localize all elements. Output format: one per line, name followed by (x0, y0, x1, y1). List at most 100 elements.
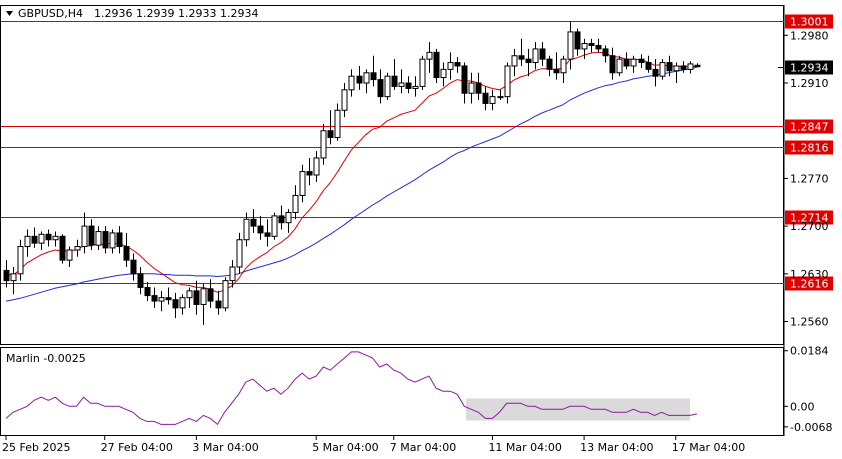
candle (45, 229, 52, 247)
candle (320, 123, 327, 165)
candle-body (278, 215, 285, 224)
candle (243, 212, 250, 247)
oscillator-tick-label: 0.00 (790, 400, 815, 413)
candle-body (623, 58, 630, 67)
candle-body (567, 31, 574, 60)
levels-layer: 1.3001 1.2847 1.2816 1.2714 1.2616 (1, 14, 833, 291)
candle (193, 280, 200, 315)
candle (66, 246, 73, 267)
candle-body (116, 232, 123, 248)
candle (616, 55, 623, 77)
oscillator-shade-layer (466, 398, 690, 421)
price-tick-label: 1.2980 (790, 29, 829, 42)
candle (207, 279, 214, 308)
price-panel-frame (0, 5, 784, 345)
candle-body (215, 300, 222, 309)
level-price-box (785, 140, 833, 155)
candle (518, 38, 525, 66)
candle (419, 55, 426, 90)
candle-body (659, 62, 666, 77)
candle-body (497, 96, 504, 99)
candle-body (236, 239, 243, 268)
candle (165, 287, 172, 305)
candle-body (222, 280, 229, 309)
candle (172, 292, 179, 319)
candle-body (313, 157, 320, 176)
candle-body (370, 72, 377, 81)
candle-body (151, 295, 158, 302)
indicator-panel-frame (0, 347, 784, 436)
time-tick-label: 11 Mar 04:00 (488, 441, 561, 454)
candle-body (341, 89, 348, 111)
level-price-box (785, 210, 833, 225)
candle-body (95, 231, 102, 246)
candle-body (200, 288, 207, 305)
candle-body (377, 79, 384, 98)
price-tick-label: 1.2560 (790, 316, 829, 329)
candle (200, 284, 207, 325)
level-price-box (785, 119, 833, 134)
candle-body (45, 233, 52, 241)
candle (24, 229, 31, 257)
candle-body (532, 48, 539, 64)
candle-body (489, 96, 496, 104)
candle-body (52, 235, 59, 241)
candle-body (384, 75, 391, 98)
candle-body (581, 42, 588, 50)
candle-body (299, 171, 306, 196)
candle (88, 219, 95, 250)
current-price-label: 1.2934 (790, 62, 829, 75)
candle (10, 266, 17, 295)
candle-body (186, 290, 193, 299)
candle (158, 290, 165, 312)
candle-body (10, 273, 17, 282)
candle (123, 232, 130, 267)
candle (306, 157, 313, 186)
candle-body (130, 259, 137, 275)
candle-body (398, 82, 405, 87)
time-tick-label: 3 Mar 04:00 (192, 441, 258, 454)
level-price-label: 1.2714 (790, 212, 829, 225)
current-price-box (785, 60, 833, 75)
candle (17, 239, 24, 281)
candle (59, 234, 66, 264)
candle (334, 103, 341, 141)
candle (215, 290, 222, 315)
candle-body (433, 51, 440, 79)
candle-body (454, 62, 461, 67)
candle (391, 59, 398, 90)
candle (588, 38, 595, 53)
candle-body (419, 58, 426, 87)
candle (264, 219, 271, 247)
candle (511, 48, 518, 77)
candle (363, 69, 370, 94)
candle (130, 253, 137, 281)
candle (271, 212, 278, 240)
candle-body (123, 246, 130, 261)
candle-body (88, 225, 95, 246)
level-price-label: 1.3001 (790, 16, 829, 29)
candle-body (207, 288, 214, 302)
dropdown-triangle-icon[interactable] (6, 11, 13, 16)
candle (38, 231, 45, 250)
oscillator-tick-label: 0.0184 (790, 345, 829, 358)
candle (539, 42, 546, 66)
candle-body (546, 58, 553, 70)
candle-body (391, 75, 398, 87)
candle-body (250, 218, 257, 227)
candle-body (193, 290, 200, 305)
quote-values: 1.2936 1.2939 1.2933 1.2934 (94, 7, 258, 20)
candle-body (539, 48, 546, 60)
candle-body (595, 45, 602, 50)
price-tick-label: 1.2630 (790, 268, 829, 281)
candle (666, 55, 673, 77)
candle-body (243, 218, 250, 241)
candle (673, 62, 680, 84)
candle-body (66, 249, 73, 261)
slow-moving-average-line (5, 66, 697, 302)
candles-layer (3, 21, 701, 325)
price-tick-label: 1.2910 (790, 77, 829, 90)
candle (348, 69, 355, 97)
